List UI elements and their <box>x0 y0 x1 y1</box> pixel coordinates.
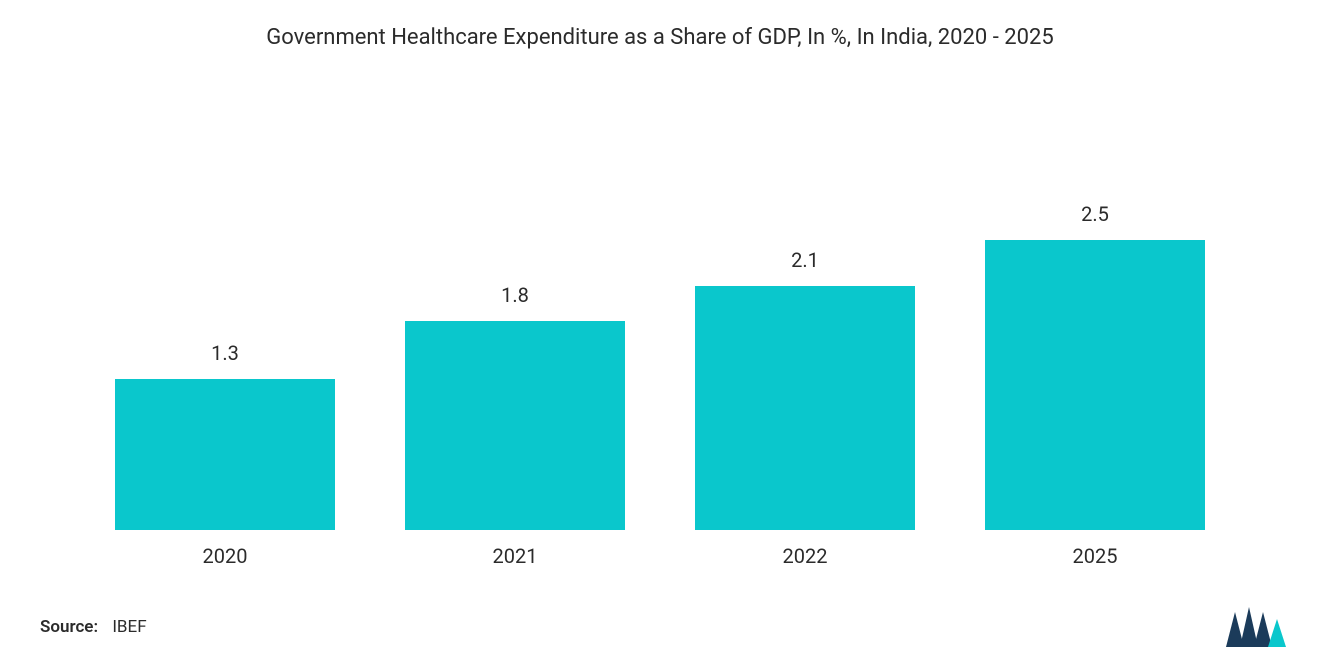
chart-title: Government Healthcare Expenditure as a S… <box>70 25 1250 50</box>
bar-value-label: 2.1 <box>791 248 819 272</box>
source-label: Source: <box>40 617 98 637</box>
bar <box>115 379 335 530</box>
source-row: Source: IBEF <box>40 617 147 637</box>
bar <box>405 321 625 530</box>
x-tick: 2022 <box>660 544 950 568</box>
bar-slot: 1.8 <box>370 70 660 530</box>
x-tick: 2021 <box>370 544 660 568</box>
bar <box>985 240 1205 530</box>
bar <box>695 286 915 530</box>
source-value: IBEF <box>112 617 146 637</box>
mordor-logo-icon <box>1226 607 1290 647</box>
chart-container: Government Healthcare Expenditure as a S… <box>0 0 1320 665</box>
bar-slot: 2.5 <box>950 70 1240 530</box>
x-tick: 2020 <box>80 544 370 568</box>
bar-value-label: 1.8 <box>501 283 529 307</box>
bar-value-label: 1.3 <box>211 341 239 365</box>
x-tick: 2025 <box>950 544 1240 568</box>
bar-slot: 2.1 <box>660 70 950 530</box>
bar-slot: 1.3 <box>80 70 370 530</box>
bar-value-label: 2.5 <box>1081 202 1109 226</box>
x-axis: 2020 2021 2022 2025 <box>70 530 1250 568</box>
plot-area: 1.3 1.8 2.1 2.5 <box>70 70 1250 530</box>
